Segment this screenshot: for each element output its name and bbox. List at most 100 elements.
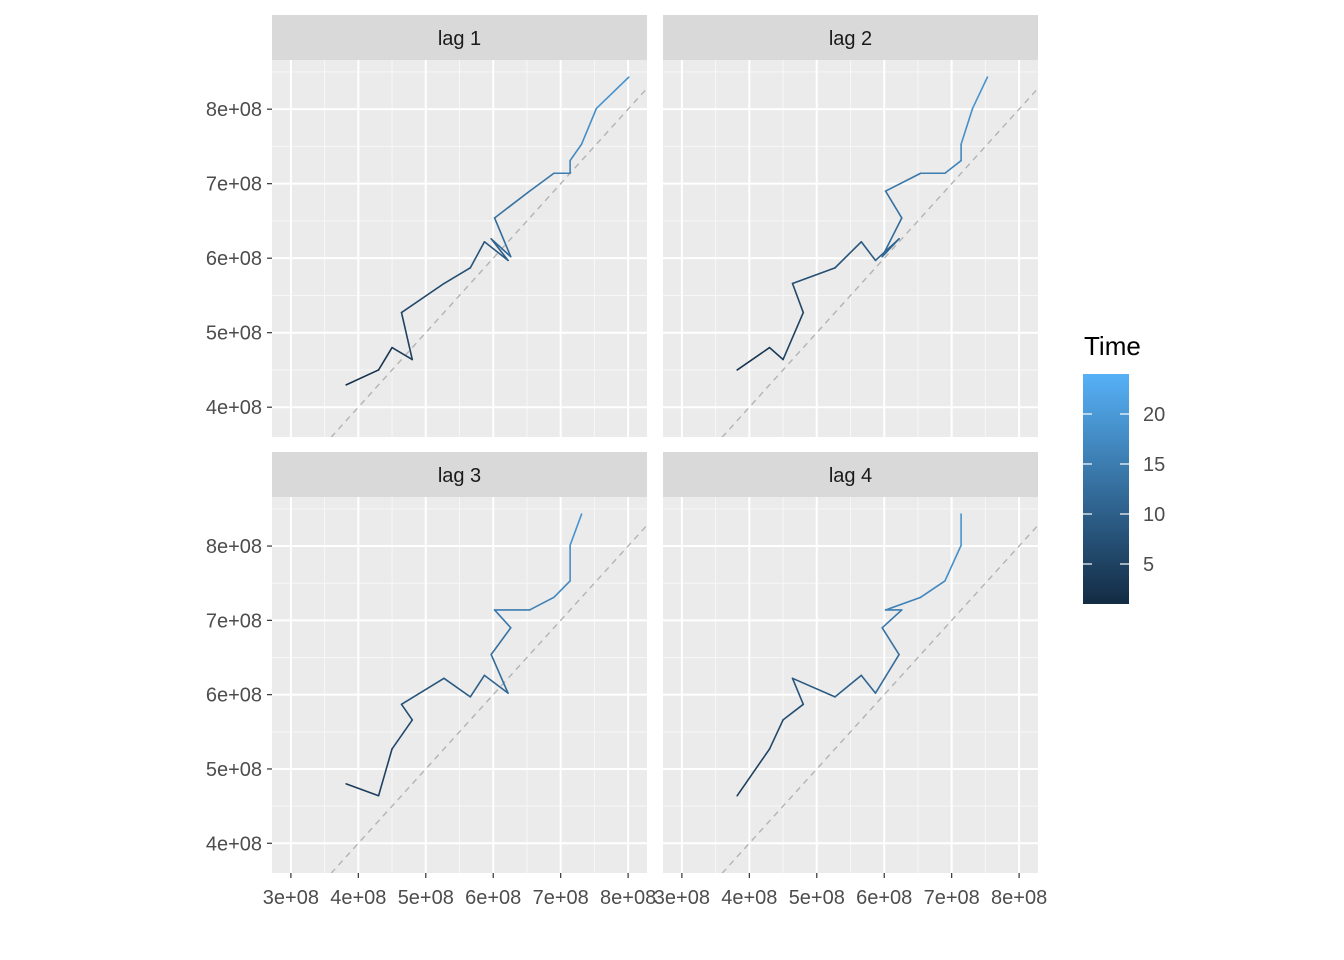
lag-segment	[400, 311, 414, 361]
x-tick-label: 3e+08	[654, 887, 710, 909]
lag-path	[345, 76, 630, 386]
lag-segment	[377, 748, 393, 797]
lag-segment	[834, 240, 863, 269]
facet-strip-label: lag 3	[438, 465, 481, 487]
lag-segment	[960, 107, 974, 145]
y-tick-label: 7e+08	[206, 610, 262, 632]
lag-segment	[874, 653, 900, 694]
lag-segment	[483, 674, 509, 694]
lag-segment	[944, 544, 962, 582]
reference-line	[721, 87, 1038, 437]
facet-panels: lag 1 lag 2 lag 3 lag 4	[272, 15, 1038, 873]
lag-segment	[884, 190, 903, 219]
legend-tick-label: 20	[1143, 404, 1165, 426]
x-tick-label: 8e+08	[600, 887, 656, 909]
legend-tick-label: 15	[1143, 454, 1165, 476]
x-tick-label: 4e+08	[330, 887, 386, 909]
lag-segment	[736, 748, 771, 797]
lag-segment	[443, 267, 472, 285]
lag-segment	[881, 626, 900, 656]
x-tick-label: 5e+08	[789, 887, 845, 909]
reference-line	[330, 87, 647, 437]
lag-segment	[595, 76, 630, 110]
lag-segment	[881, 609, 903, 629]
facet-strip	[272, 452, 647, 497]
gridlines	[663, 60, 1038, 437]
lag-segment	[493, 609, 512, 629]
lag-segment	[881, 217, 903, 258]
lag-segment	[791, 677, 836, 698]
lag-segment	[400, 677, 445, 706]
lag-segment	[569, 143, 583, 162]
lag-segment	[528, 172, 555, 192]
y-tick-label: 5e+08	[206, 323, 262, 345]
lag-segment	[768, 719, 784, 750]
gridlines	[272, 497, 647, 873]
lag-segment	[860, 240, 877, 262]
y-tick-label: 6e+08	[206, 685, 262, 707]
lag-segment	[971, 76, 989, 110]
legend: Time 5 10 15 20	[1083, 331, 1165, 604]
lag-segment	[528, 596, 555, 611]
y-tick-label: 5e+08	[206, 759, 262, 781]
x-tick-label: 7e+08	[924, 887, 980, 909]
lag-segment	[493, 190, 531, 219]
lag-segment	[345, 369, 380, 386]
reference-line	[721, 524, 1038, 873]
lag-segment	[919, 580, 946, 599]
x-tick-label: 5e+08	[398, 887, 454, 909]
lag-segment	[580, 107, 598, 145]
facet-panel-lag-4: lag 4	[663, 452, 1038, 873]
x-tick-label: 7e+08	[533, 887, 589, 909]
facet-panel-lag-1: lag 1	[272, 15, 647, 437]
facet-strip	[663, 452, 1038, 497]
lag-segment	[884, 596, 922, 611]
lag-segment	[483, 240, 509, 262]
facet-strip-label: lag 4	[829, 465, 872, 487]
facet-panel-lag-3: lag 3	[272, 452, 647, 873]
legend-ticks: 5 10 15 20	[1083, 404, 1165, 576]
lag-segment	[345, 783, 380, 797]
lag-segment	[469, 674, 486, 698]
lag-segment	[569, 513, 583, 547]
lag-segment	[782, 703, 805, 721]
lag-segment	[391, 719, 414, 750]
x-tick-label: 6e+08	[465, 887, 521, 909]
y-tick-label: 8e+08	[206, 99, 262, 121]
lag-segment	[791, 267, 836, 285]
lag-segment	[782, 311, 805, 361]
facet-panel-lag-2: lag 2	[663, 15, 1038, 437]
legend-tick-label: 10	[1143, 504, 1165, 526]
lag-segment	[400, 703, 414, 721]
facet-strip	[663, 15, 1038, 60]
lag-segment	[443, 677, 472, 698]
lag-segment	[881, 238, 900, 258]
lag-segment	[944, 159, 962, 175]
legend-title: Time	[1084, 331, 1141, 361]
lag-segment	[791, 282, 805, 314]
lag-segment	[400, 282, 445, 314]
lag-segment	[490, 238, 512, 258]
lag-segment	[469, 240, 486, 269]
facet-strip	[272, 15, 647, 60]
lag-segment	[884, 172, 922, 192]
legend-colorbar	[1083, 374, 1129, 604]
facet-strip-label: lag 2	[829, 28, 872, 50]
lag-path	[736, 513, 962, 797]
x-tick-label: 4e+08	[721, 887, 777, 909]
lag-segment	[377, 346, 393, 371]
lag-segment	[860, 674, 877, 694]
lag-segment	[490, 653, 509, 694]
lag-path	[736, 76, 989, 371]
lag-segment	[834, 674, 863, 698]
lag-path	[345, 513, 583, 797]
y-tick-label: 7e+08	[206, 174, 262, 196]
lag-segment	[736, 346, 771, 371]
facet-strip-label: lag 1	[438, 28, 481, 50]
lag-segment	[490, 626, 512, 656]
y-tick-label: 4e+08	[206, 397, 262, 419]
y-tick-label: 6e+08	[206, 248, 262, 270]
reference-line	[330, 524, 647, 873]
